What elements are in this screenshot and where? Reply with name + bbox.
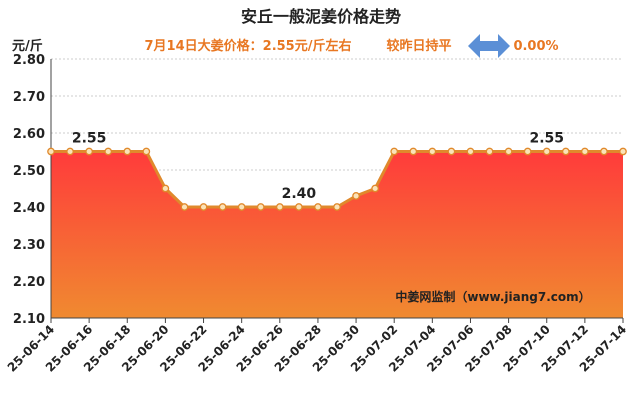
data-point (409, 147, 418, 156)
data-point (104, 147, 113, 156)
data-point (600, 147, 608, 156)
data-point (352, 192, 360, 200)
data-point (161, 184, 170, 193)
y-tick-label: 2.70 (13, 90, 45, 105)
y-ticks: 2.10 2.20 2.30 2.40 2.50 2.60 2.70 2.80 (13, 53, 45, 327)
y-tick-label: 2.20 (13, 275, 45, 290)
data-point (561, 147, 570, 156)
data-label: 2.55 (529, 131, 564, 147)
data-point (619, 147, 627, 156)
data-point (295, 203, 303, 211)
data-point (504, 147, 513, 156)
y-tick-label: 2.80 (13, 53, 45, 68)
data-point (199, 203, 208, 211)
data-point (180, 203, 189, 211)
data-point (523, 147, 532, 156)
data-point (275, 203, 284, 211)
data-point (66, 147, 74, 156)
data-point (466, 147, 475, 156)
axes (50, 59, 623, 319)
data-point (123, 147, 132, 156)
data-point (485, 147, 494, 156)
change-value: 0.00% (513, 39, 558, 54)
data-point (256, 203, 265, 211)
price-area (51, 151, 623, 318)
data-point (218, 203, 227, 211)
data-point (142, 147, 151, 156)
watermark: 中姜网监制（www.jiang7.com） (395, 289, 590, 304)
annotations: 2.55 2.40 2.55 (72, 131, 564, 203)
y-tick-label: 2.10 (13, 312, 45, 327)
x-ticks: 25-06-1425-06-1625-06-1825-06-2025-06-22… (5, 318, 629, 375)
data-point (237, 203, 246, 211)
data-point (333, 203, 341, 211)
compare-label: 较昨日持平 (386, 38, 451, 54)
y-tick-label: 2.50 (13, 164, 45, 179)
area-fill (51, 151, 623, 318)
y-tick-label: 2.60 (13, 127, 45, 142)
data-point (47, 147, 55, 156)
chart-title: 安丘一般泥姜价格走势 (241, 7, 401, 26)
data-label: 2.55 (72, 131, 107, 147)
y-tick-label: 2.40 (13, 201, 45, 216)
markers (47, 147, 627, 211)
data-point (390, 147, 399, 156)
data-point (581, 147, 589, 156)
data-point (314, 203, 322, 211)
chart-subtitle: 7月14日大姜价格：2.55元/斤左右 (145, 38, 352, 54)
data-point (447, 147, 456, 156)
data-point (542, 147, 551, 156)
flat-arrow-icon (468, 34, 510, 58)
data-point (85, 147, 93, 156)
y-axis-label: 元/斤 (12, 38, 43, 54)
y-tick-label: 2.30 (13, 238, 45, 253)
data-point (371, 184, 379, 193)
data-point (428, 147, 437, 156)
data-label: 2.40 (282, 186, 317, 202)
